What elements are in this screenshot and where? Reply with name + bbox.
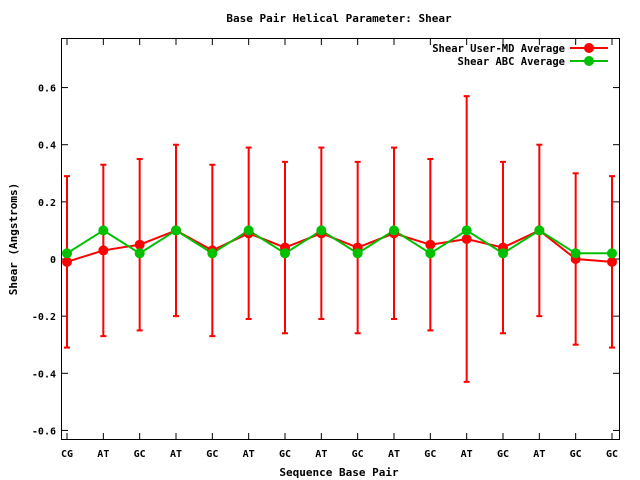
x-tick-label: AT [461, 449, 473, 460]
x-tick-label: GC [279, 449, 291, 460]
legend-marker-abc [584, 56, 594, 66]
y-axis: -0.6 -0.4 -0.2 0 0.2 0.4 0.6 [32, 84, 619, 437]
data-point-user-md [607, 256, 617, 267]
series-line-abc [66, 229, 612, 255]
x-tick-label: AT [97, 449, 109, 460]
data-point-abc [461, 225, 472, 236]
legend-label-user-md: Shear User-MD Average [432, 43, 565, 55]
data-point-abc [134, 248, 145, 259]
data-point-abc [352, 248, 363, 259]
series-layer [62, 95, 617, 383]
data-point-user-md [98, 245, 109, 256]
legend: Shear User-MD Average Shear ABC Average [432, 43, 608, 68]
data-point-user-md [461, 234, 472, 244]
x-tick-label: GC [570, 449, 582, 460]
data-point-abc [534, 225, 545, 236]
x-tick-label: GC [352, 449, 364, 460]
data-point-abc [280, 248, 290, 259]
data-point-abc [570, 248, 581, 259]
x-tick-label: AT [533, 449, 545, 460]
error-bars-user-md [64, 95, 615, 383]
data-point-abc [243, 225, 254, 236]
x-axis-label: Sequence Base Pair [279, 466, 399, 479]
y-tick-label: 0 [50, 255, 56, 266]
x-tick-label: AT [243, 449, 255, 460]
x-axis: CG AT GC AT GC AT GC AT GC AT GC AT GC AT GC GC [61, 39, 618, 460]
data-point-abc [425, 248, 436, 259]
data-point-abc [498, 248, 508, 259]
y-tick-label: 0.4 [38, 141, 56, 152]
y-tick-label: -0.2 [32, 312, 56, 323]
data-point-abc [98, 225, 109, 236]
data-point-abc [316, 225, 327, 236]
y-tick-label: -0.4 [32, 369, 56, 380]
x-tick-label: GC [497, 449, 509, 460]
x-tick-label: GC [424, 449, 436, 460]
x-tick-label: GC [606, 449, 618, 460]
data-point-user-md [134, 239, 145, 250]
data-point-abc [62, 248, 72, 259]
data-point-abc [389, 225, 399, 236]
x-tick-label: GC [134, 449, 146, 460]
y-tick-label: 0.6 [38, 84, 56, 95]
data-point-abc [607, 248, 617, 259]
y-tick-label: 0.2 [38, 198, 56, 209]
x-tick-label: AT [315, 449, 327, 460]
data-point-abc [207, 248, 218, 259]
chart-title: Base Pair Helical Parameter: Shear [226, 12, 452, 25]
data-point-user-md [62, 256, 72, 267]
legend-marker-user-md [584, 43, 594, 53]
x-tick-label: AT [388, 449, 400, 460]
y-tick-label: -0.6 [32, 426, 56, 437]
y-axis-label: Shear (Angstroms) [7, 183, 20, 296]
x-tick-label: CG [61, 449, 73, 460]
x-tick-label: AT [170, 449, 182, 460]
plot-frame [61, 38, 620, 440]
series-line-user-md [66, 229, 613, 263]
data-point-user-md [425, 239, 436, 250]
legend-label-abc: Shear ABC Average [458, 56, 565, 68]
x-tick-label: GC [206, 449, 218, 460]
data-point-abc [171, 225, 181, 236]
